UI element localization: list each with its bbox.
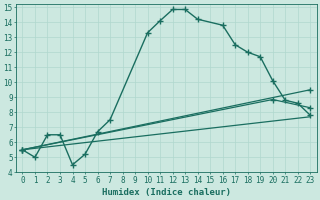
X-axis label: Humidex (Indice chaleur): Humidex (Indice chaleur) <box>102 188 231 197</box>
